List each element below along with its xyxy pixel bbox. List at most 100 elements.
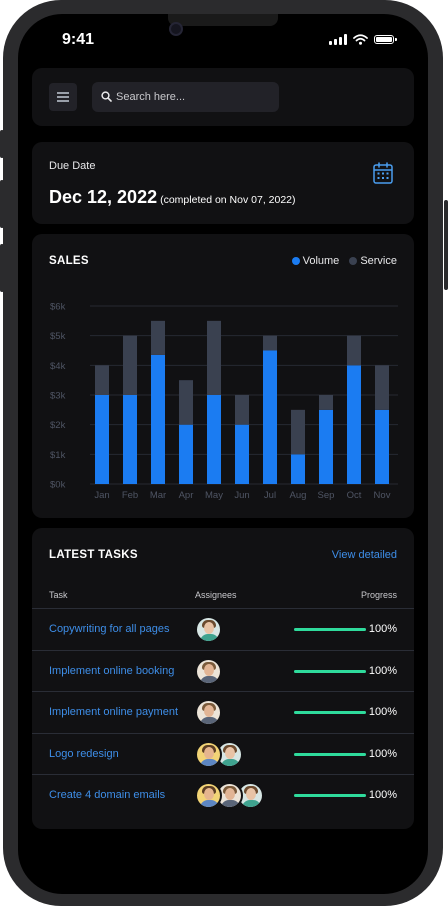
column-header-assignees: Assignees (195, 590, 237, 600)
bar-volume (375, 409, 389, 484)
x-tick-label: Jan (94, 490, 109, 501)
task-name[interactable]: Create 4 domain emails (49, 789, 166, 801)
task-row[interactable]: Implement online payment 100% (32, 691, 414, 733)
column-header-task: Task (49, 590, 68, 600)
bar-service (235, 395, 249, 425)
bar-service (179, 380, 193, 425)
progress-bar-fill (294, 669, 366, 673)
search-icon (101, 91, 112, 102)
bar-volume (347, 365, 361, 484)
bar-service (347, 335, 361, 366)
bar-volume (263, 350, 277, 484)
bar-volume (235, 424, 249, 484)
task-row[interactable]: Copywriting for all pages 100% (32, 608, 414, 650)
x-tick-label: Mar (150, 490, 166, 501)
x-tick-label: Jul (264, 490, 276, 501)
battery-icon (374, 35, 397, 44)
bar-volume (179, 424, 193, 484)
progress-bar (294, 794, 366, 797)
avatar[interactable] (195, 782, 222, 809)
volume-down-button (0, 244, 4, 292)
signal-icon (329, 34, 347, 45)
bar-service (207, 320, 221, 395)
legend-service-swatch (349, 257, 358, 265)
bar-service (319, 395, 333, 410)
column-header-progress: Progress (360, 590, 397, 600)
calendar-icon[interactable] (373, 162, 393, 184)
mute-switch (0, 130, 4, 158)
due-date-value: Dec 12, 2022 (completed on Nov 07, 2022) (49, 187, 296, 208)
task-name[interactable]: Implement online booking (49, 664, 175, 677)
bar-service (291, 409, 305, 455)
y-tick-label: $0k (50, 480, 66, 491)
legend-service-label: Service (360, 255, 397, 267)
header-card (32, 68, 414, 126)
chart-legend: Volume Service (291, 255, 397, 267)
y-tick-label: $5k (50, 331, 66, 342)
sales-card: SALES Volume Service $0k $1k $2k $3k $4k $5k $… (32, 234, 414, 518)
x-tick-label: Sep (318, 490, 335, 501)
progress-percent: 100% (368, 706, 397, 718)
legend-volume-label: Volume (302, 255, 340, 267)
task-name[interactable]: Logo redesign (49, 747, 119, 760)
search-input[interactable] (116, 82, 271, 112)
bar-volume (151, 354, 165, 484)
wifi-icon (353, 34, 368, 45)
task-name[interactable]: Copywriting for all pages (49, 623, 170, 635)
avatar[interactable] (195, 740, 222, 768)
due-date-card: Due Date Dec 12, 2022 (completed on Nov 0… (32, 142, 414, 224)
x-tick-label: Oct (347, 490, 362, 501)
x-tick-label: May (205, 490, 223, 501)
status-time: 9:41 (62, 31, 95, 48)
progress-percent: 100% (368, 664, 397, 677)
legend-volume[interactable]: Volume (291, 255, 340, 267)
task-row[interactable]: Create 4 domain emails 100% (32, 774, 414, 816)
bar-volume (207, 395, 221, 484)
x-tick-label: Jun (234, 490, 249, 501)
bar-service (151, 320, 165, 355)
power-button (444, 200, 448, 290)
legend-volume-swatch (291, 257, 300, 265)
progress-bar (294, 628, 366, 631)
bar-volume (95, 395, 109, 484)
avatar[interactable] (195, 616, 222, 643)
progress-bar-fill (294, 794, 366, 797)
notch (168, 14, 278, 26)
bar-service (95, 365, 109, 395)
avatar[interactable] (195, 657, 222, 685)
completed-note: (completed on Nov 07, 2022) (160, 194, 296, 206)
progress-percent: 100% (368, 623, 397, 635)
volume-up-button (0, 180, 4, 228)
front-camera (169, 22, 183, 36)
view-detailed-link[interactable]: View detailed (331, 549, 397, 561)
sales-title: SALES (49, 255, 89, 267)
bar-volume (291, 454, 305, 484)
progress-bar (294, 711, 366, 714)
task-row[interactable]: Implement online booking 100% (32, 649, 414, 692)
progress-percent: 100% (368, 747, 397, 760)
bar-volume (123, 395, 137, 484)
due-date-text: Dec 12, 2022 (49, 187, 158, 207)
tasks-title: LATEST TASKS (49, 549, 138, 561)
search-bar[interactable] (92, 82, 279, 112)
progress-percent: 100% (368, 789, 397, 801)
bar-service (123, 335, 137, 395)
x-tick-label: Apr (179, 490, 194, 501)
bar-volume (319, 409, 333, 484)
x-tick-label: Aug (290, 490, 307, 501)
task-name[interactable]: Implement online payment (49, 706, 179, 718)
y-tick-label: $3k (50, 391, 66, 402)
progress-bar-fill (294, 711, 366, 714)
menu-button[interactable] (49, 83, 77, 111)
progress-bar-fill (294, 628, 366, 631)
x-tick-label: Feb (122, 490, 138, 501)
y-tick-label: $2k (50, 420, 66, 431)
avatar[interactable] (195, 699, 222, 726)
phone-screen: 9:41 Due Date Dec 12, 2022(completed on … (18, 14, 428, 894)
legend-service[interactable]: Service (349, 255, 397, 267)
progress-bar (294, 752, 366, 756)
sales-chart: $0k $1k $2k $3k $4k $5k $6k Jan Feb Mar Apr May Jun J… (50, 302, 398, 501)
progress-bar-fill (294, 752, 366, 756)
bar-service (375, 365, 389, 410)
task-row[interactable]: Logo redesign 100% (32, 732, 414, 775)
